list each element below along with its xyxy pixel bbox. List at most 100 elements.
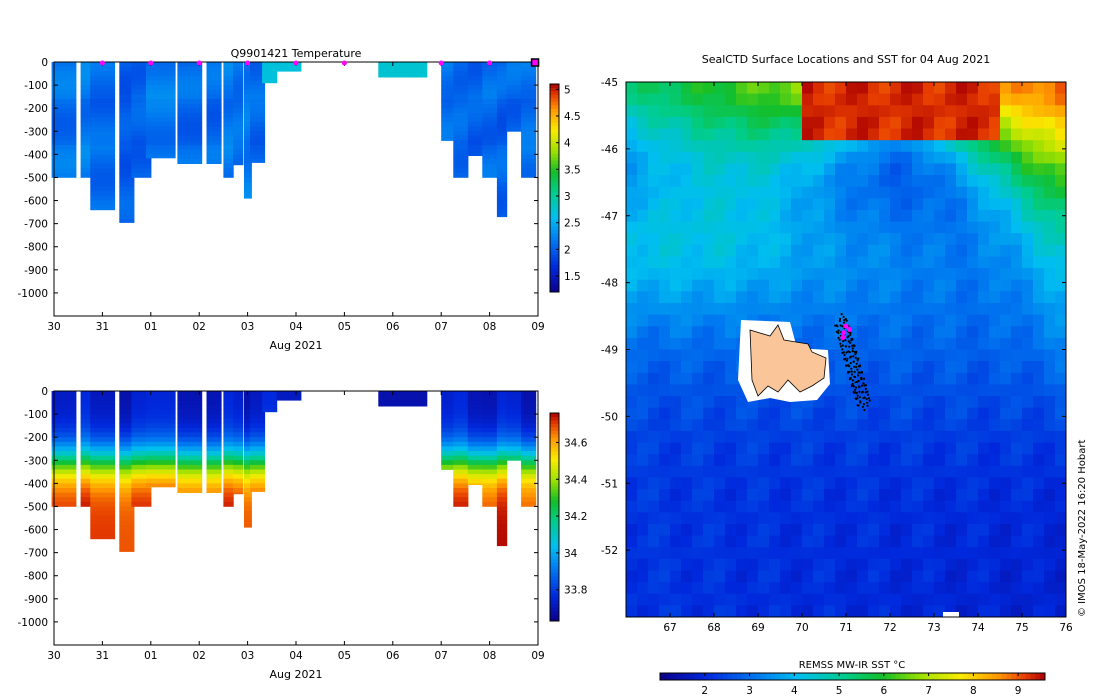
sst-cell [890, 337, 902, 350]
profile-cell [90, 409, 116, 415]
sst-cell [681, 512, 693, 525]
sst-cell [989, 442, 1001, 455]
sst-cell [780, 268, 792, 281]
sst-cell [890, 186, 902, 199]
sst-cell [923, 454, 935, 467]
profile-cell [233, 418, 244, 424]
sst-cell [648, 547, 660, 560]
sst-cell [1033, 82, 1045, 95]
profile-cell [467, 451, 483, 456]
sst-cell [868, 570, 880, 583]
sst-cell [802, 175, 814, 188]
map-colorbar-swatch [780, 673, 786, 680]
profile-cell [90, 94, 116, 100]
sst-cell [1000, 500, 1012, 513]
profile-cell [482, 446, 498, 452]
colorbar-swatch [550, 94, 559, 99]
sst-cell [703, 279, 715, 292]
sst-cell [725, 570, 737, 583]
sst-cell [868, 407, 880, 420]
profile-cell [177, 108, 203, 114]
track-point [859, 401, 862, 404]
profile-cell [131, 441, 152, 447]
profile-cell [51, 483, 77, 489]
sst-cell [736, 547, 748, 560]
sst-cell [736, 512, 748, 525]
profile-cell [206, 94, 222, 100]
profile-cell [441, 66, 457, 72]
profile-cell [521, 62, 537, 67]
profile-cell [90, 163, 116, 169]
sst-cell [626, 314, 638, 327]
sst-cell [967, 186, 979, 199]
sst-cell [857, 175, 869, 188]
sst-cell [637, 221, 649, 234]
sst-cell [637, 314, 649, 327]
profile-cell [131, 94, 152, 100]
sst-cell [736, 535, 748, 548]
sst-cell [1055, 151, 1067, 164]
profile-cell [467, 112, 483, 118]
profile-cell [80, 455, 96, 461]
y-tick-label: -300 [24, 126, 48, 138]
sst-cell [835, 477, 847, 490]
sst-cell [1022, 384, 1034, 397]
profile-cell [119, 404, 135, 410]
sst-cell [945, 442, 957, 455]
profile-cell [482, 483, 498, 489]
sst-cell [1033, 291, 1045, 304]
sst-cell [1055, 256, 1067, 269]
profile-cell [206, 154, 222, 160]
map-colorbar-swatch [992, 673, 998, 680]
profile-cell [496, 474, 508, 480]
profile-cell [244, 103, 252, 109]
profile-cell [119, 75, 135, 81]
profile-cell [119, 391, 135, 396]
sst-cell [912, 407, 924, 420]
profile-cell [244, 506, 252, 512]
sst-cell [681, 233, 693, 246]
map-colorbar-swatch [905, 673, 911, 680]
profile-cell [482, 98, 498, 104]
sst-cell [736, 233, 748, 246]
sst-cell [835, 500, 847, 513]
track-point [857, 379, 860, 383]
sst-cell [747, 500, 759, 513]
sst-cell [846, 419, 858, 432]
sst-cell [769, 547, 781, 560]
y-tick-label: -600 [24, 525, 48, 537]
sst-cell [1000, 477, 1012, 490]
sst-cell [714, 512, 726, 525]
profile-cell [80, 94, 96, 100]
sst-cell [1022, 361, 1034, 374]
sst-cell [1011, 209, 1023, 222]
sst-cell [956, 442, 968, 455]
sst-cell [802, 163, 814, 176]
sst-cell [758, 524, 770, 537]
sst-cell [791, 489, 803, 502]
profile-cell [119, 191, 135, 197]
profile-cell [131, 135, 152, 141]
sst-cell [857, 337, 869, 350]
sst-cell [978, 477, 990, 490]
x-tick-label: 01 [144, 321, 157, 333]
sst-cell [681, 198, 693, 211]
sst-cell [835, 349, 847, 362]
sst-cell [1033, 558, 1045, 571]
sst-cell [978, 500, 990, 513]
sst-cell [835, 465, 847, 478]
profile-cell [441, 89, 457, 95]
profile-cell [51, 66, 77, 72]
sst-cell [758, 186, 770, 199]
sst-cell [1044, 454, 1056, 467]
sst-cell [736, 500, 748, 513]
sst-cell [835, 419, 847, 432]
profile-cell [262, 400, 278, 406]
sst-cell [791, 605, 803, 618]
sst-cell [923, 535, 935, 548]
sst-cell [670, 430, 682, 443]
track-point [855, 350, 858, 353]
profile-cell [521, 501, 537, 507]
profile-cell [233, 117, 244, 123]
sst-cell [626, 372, 638, 385]
